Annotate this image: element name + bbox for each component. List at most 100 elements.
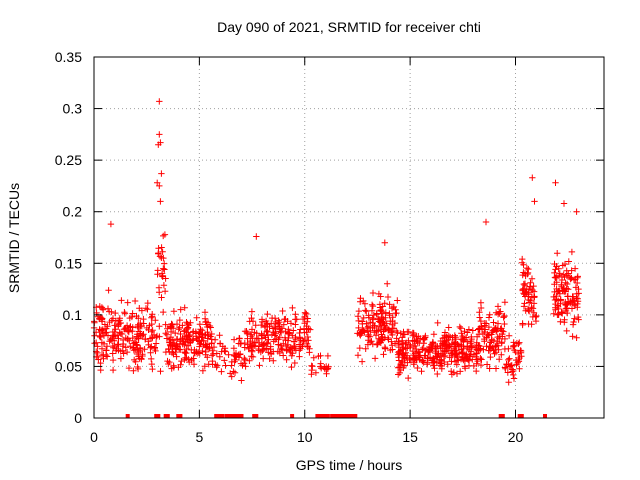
data-point	[384, 293, 392, 301]
data-point	[381, 300, 388, 307]
data-point	[525, 265, 532, 273]
data-point	[429, 356, 436, 364]
data-point	[418, 368, 425, 375]
data-point	[382, 309, 389, 316]
data-point	[399, 351, 406, 358]
y-tick-label: 0.35	[55, 49, 82, 65]
data-point	[207, 333, 214, 340]
data-point	[170, 364, 177, 371]
data-point	[130, 340, 137, 347]
y-tick-label: 0.05	[55, 358, 82, 374]
data-point	[282, 342, 290, 350]
data-point	[494, 338, 501, 345]
data-point	[248, 332, 255, 340]
data-point	[110, 344, 117, 351]
data-point	[190, 361, 198, 368]
data-point	[434, 353, 441, 360]
data-point	[492, 349, 500, 356]
data-point	[324, 352, 332, 360]
data-point	[492, 365, 500, 372]
data-point	[483, 361, 491, 368]
data-point	[430, 355, 437, 362]
data-point	[270, 338, 277, 345]
data-point	[148, 335, 156, 342]
data-point	[419, 358, 426, 365]
data-point	[461, 357, 469, 365]
data-point	[124, 299, 131, 306]
data-point	[237, 350, 244, 358]
data-point	[177, 361, 184, 368]
data-point	[394, 329, 401, 336]
data-point	[571, 265, 579, 272]
zero-value-point	[351, 414, 356, 418]
data-point	[271, 315, 279, 322]
zero-value-point	[336, 414, 341, 418]
data-point	[154, 271, 161, 278]
zero-value-point	[315, 414, 320, 418]
data-point	[222, 362, 229, 369]
data-point	[390, 303, 397, 311]
data-point	[371, 355, 379, 362]
data-point	[516, 365, 523, 372]
data-point	[161, 288, 169, 295]
data-point	[573, 290, 580, 298]
data-point	[113, 345, 120, 352]
data-point	[405, 328, 412, 336]
data-point	[193, 314, 200, 321]
data-point	[312, 369, 320, 376]
data-point	[388, 342, 396, 349]
peak-point	[156, 182, 163, 190]
data-point	[104, 305, 112, 312]
data-point	[501, 312, 508, 320]
zero-value-point	[340, 414, 345, 418]
data-point	[490, 319, 497, 326]
data-point	[505, 356, 512, 364]
data-point	[511, 347, 518, 354]
data-point	[160, 265, 167, 272]
data-point	[434, 370, 441, 378]
data-point	[303, 326, 310, 333]
data-point	[382, 345, 389, 352]
data-point	[564, 293, 572, 300]
data-point	[157, 368, 164, 375]
data-point	[444, 361, 451, 368]
data-point	[363, 324, 371, 332]
data-point	[97, 366, 104, 374]
data-point	[562, 279, 569, 286]
data-point	[168, 349, 176, 357]
data-point	[553, 279, 560, 286]
data-point	[260, 355, 267, 362]
data-point	[503, 360, 510, 368]
data-point	[252, 322, 259, 329]
peak-point	[552, 179, 559, 186]
data-point	[203, 344, 211, 351]
data-point	[265, 349, 272, 356]
data-point	[175, 326, 182, 333]
data-point	[485, 323, 493, 331]
data-point	[246, 357, 253, 364]
data-point	[459, 350, 466, 357]
zero-value-point	[323, 414, 328, 418]
data-point	[396, 363, 403, 371]
data-point	[505, 332, 513, 339]
zero-value-point	[233, 414, 238, 418]
data-point	[123, 348, 131, 356]
data-point	[409, 329, 416, 337]
data-point	[156, 333, 163, 340]
data-point	[467, 340, 474, 347]
data-point	[406, 356, 413, 363]
data-point	[363, 308, 370, 315]
data-point	[414, 364, 421, 372]
data-point	[513, 339, 521, 347]
data-point	[274, 348, 281, 355]
data-point	[552, 306, 559, 313]
data-point	[201, 363, 208, 370]
data-point	[437, 350, 445, 357]
data-point	[187, 319, 194, 326]
data-point	[385, 336, 392, 343]
data-point	[574, 279, 581, 287]
data-point	[168, 320, 175, 328]
data-point	[96, 332, 103, 340]
data-point	[265, 336, 272, 343]
data-point	[150, 331, 158, 339]
